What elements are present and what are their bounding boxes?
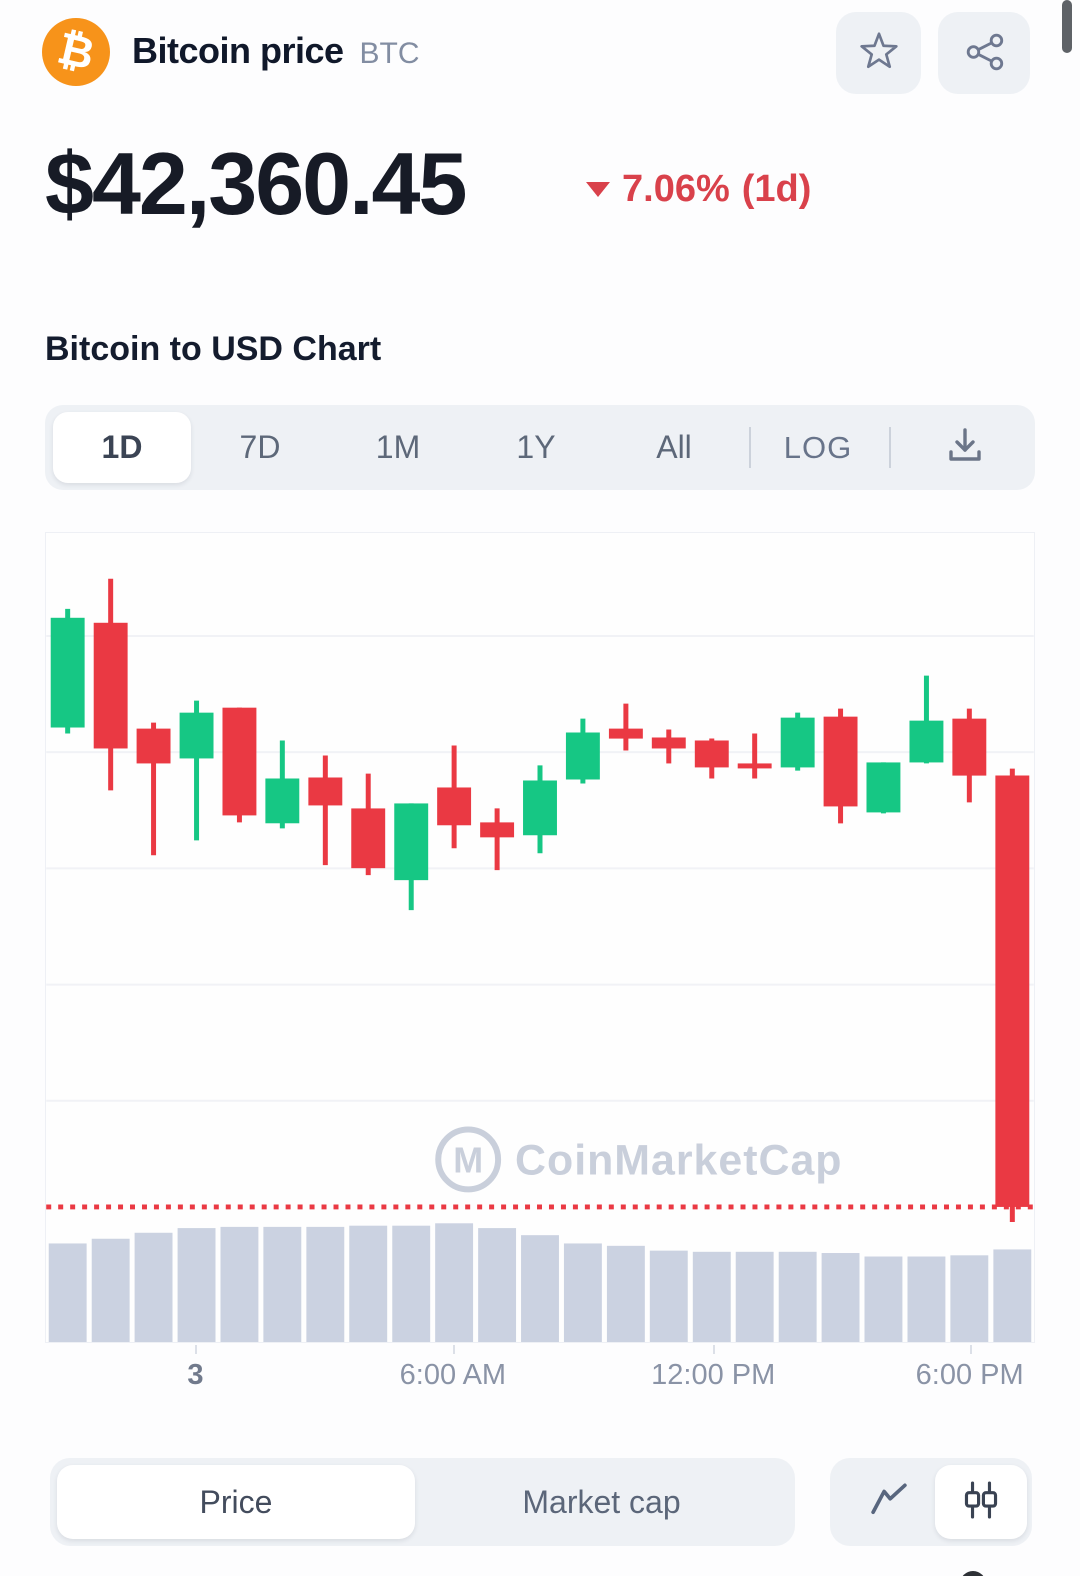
tab-7d[interactable]: 7D: [239, 429, 281, 465]
download-icon: [943, 423, 987, 472]
svg-text:CoinMarketCap: CoinMarketCap: [515, 1136, 842, 1184]
star-icon: [856, 29, 902, 78]
volume-bar: [563, 1243, 602, 1342]
watchlist-star-button[interactable]: [836, 12, 921, 94]
candle-body: [737, 763, 772, 769]
volume-bar: [521, 1235, 559, 1342]
candle-body: [308, 777, 343, 806]
volume-bar: [306, 1226, 345, 1342]
scroll-to-top-button[interactable]: [960, 1571, 986, 1576]
candle-body: [265, 778, 300, 824]
volume-bar: [220, 1226, 259, 1342]
candle-body: [480, 822, 515, 838]
volume-bar: [993, 1249, 1032, 1342]
candle-body: [222, 707, 257, 816]
volume-bar: [907, 1256, 946, 1342]
candle-body: [394, 803, 429, 881]
volume-bar: [864, 1256, 903, 1342]
x-axis-tick: [195, 1345, 198, 1354]
x-axis-label: 6:00 AM: [399, 1359, 507, 1391]
coinmarketcap-watermark: M CoinMarketCap: [435, 1126, 842, 1193]
tab-1y[interactable]: 1Y: [516, 429, 556, 465]
candle-body: [608, 728, 643, 739]
divider: [749, 427, 751, 468]
candle-body: [909, 720, 944, 763]
candle-body: [179, 712, 214, 759]
candle-body: [50, 617, 85, 728]
volume-bar: [435, 1223, 474, 1342]
x-axis-label: 12:00 PM: [651, 1359, 776, 1391]
x-axis-tick: [452, 1345, 455, 1354]
tab-1m[interactable]: 1M: [375, 429, 421, 465]
page-scrollbar-thumb[interactable]: [1062, 0, 1072, 53]
volume-bar: [392, 1225, 431, 1342]
price-marketcap-toggle: Price Market cap: [50, 1458, 795, 1546]
volume-bar: [91, 1238, 130, 1342]
volume-bar: [950, 1255, 989, 1342]
volume-bar: [349, 1225, 388, 1342]
bitcoin-glyph: ₿: [52, 22, 100, 81]
page-title: Bitcoin price: [132, 30, 344, 71]
tab-1d[interactable]: 1D: [53, 412, 191, 483]
volume-bar: [778, 1251, 817, 1342]
candle-body: [565, 732, 600, 780]
price-change: 7.06% (1d): [586, 168, 811, 211]
candle-body: [136, 728, 171, 764]
volume-bar: [692, 1251, 731, 1342]
tab-all[interactable]: All: [656, 429, 692, 465]
change-period: (1d): [741, 168, 812, 210]
candlestick-chart-toggle[interactable]: [935, 1465, 1027, 1539]
toggle-market-cap[interactable]: Market cap: [522, 1483, 681, 1520]
volume-bar: [177, 1228, 216, 1342]
chart-x-axis: 3 6:00 AM 12:00 PM 6:00 PM: [0, 1343, 1080, 1403]
chart-type-toggle: [830, 1458, 1032, 1546]
candlestick-icon: [958, 1477, 1004, 1528]
chart-canvas: M CoinMarketCap: [46, 578, 1034, 1342]
candle-body: [995, 775, 1030, 1207]
chart-section-title: Bitcoin to USD Chart: [45, 330, 382, 368]
line-chart-toggle[interactable]: [844, 1458, 934, 1546]
download-chart-button[interactable]: [925, 405, 1005, 490]
divider: [889, 427, 891, 468]
volume-bar: [821, 1253, 860, 1342]
volume-bar: [48, 1243, 87, 1342]
volume-bar: [263, 1226, 302, 1342]
candlestick-chart[interactable]: M CoinMarketCap: [45, 532, 1035, 1343]
coin-symbol: BTC: [359, 37, 420, 70]
share-icon: [961, 29, 1007, 78]
volume-bar: [478, 1228, 517, 1342]
bitcoin-logo: ₿: [42, 18, 110, 86]
volume-bar: [649, 1250, 688, 1342]
current-price: $42,360.45: [45, 134, 467, 233]
down-arrow-icon: [586, 182, 610, 197]
x-axis-label: 6:00 PM: [915, 1359, 1024, 1391]
x-axis-label: 3: [187, 1359, 204, 1391]
candle-body: [694, 740, 729, 768]
candle-body: [780, 717, 815, 768]
candle-body: [823, 716, 858, 807]
x-axis-tick: [713, 1345, 716, 1354]
candle-body: [651, 737, 686, 749]
svg-text:M: M: [453, 1139, 483, 1180]
share-button[interactable]: [938, 12, 1030, 94]
candle-body: [437, 787, 472, 826]
candle-body: [351, 808, 386, 869]
range-tab-bar: 1D 7D 1M 1Y All LOG: [45, 405, 1035, 490]
volume-bar: [735, 1251, 774, 1342]
volume-bar: [134, 1232, 173, 1342]
change-percent: 7.06%: [622, 168, 730, 210]
candle-body: [866, 762, 901, 813]
candle-body: [952, 718, 987, 776]
tab-log[interactable]: LOG: [783, 429, 853, 465]
header-titles: Bitcoin price BTC: [132, 30, 420, 72]
candle-body: [93, 622, 128, 749]
volume-bar: [606, 1245, 645, 1342]
x-axis-tick: [969, 1345, 972, 1354]
line-chart-icon: [867, 1478, 911, 1527]
toggle-price[interactable]: Price: [57, 1465, 415, 1539]
candle-body: [523, 780, 557, 836]
